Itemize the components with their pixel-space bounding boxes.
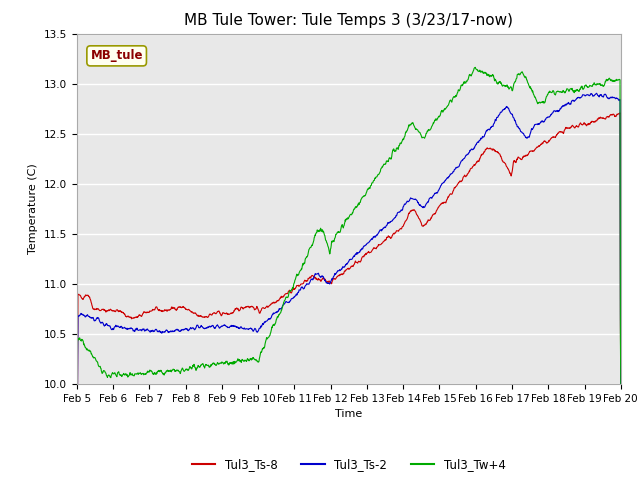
Tul3_Ts-2 bbox=[255, 327, 262, 333]
Text: MB_tule: MB_tule bbox=[90, 49, 143, 62]
Tul3_Ts-8 bbox=[616, 110, 624, 116]
Line: Tul3_Ts-2: Tul3_Ts-2 bbox=[77, 93, 621, 384]
Tul3_Tw+4 bbox=[472, 64, 479, 70]
Tul3_Ts-8 bbox=[504, 166, 512, 172]
Tul3_Ts-2 bbox=[593, 90, 600, 96]
Tul3_Tw+4 bbox=[194, 363, 202, 369]
Tul3_Tw+4 bbox=[433, 117, 441, 123]
Tul3_Ts-2 bbox=[73, 381, 81, 387]
Tul3_Ts-8 bbox=[73, 381, 81, 387]
Tul3_Ts-2 bbox=[194, 322, 202, 328]
Tul3_Ts-8 bbox=[617, 381, 625, 387]
X-axis label: Time: Time bbox=[335, 409, 362, 419]
Tul3_Ts-8 bbox=[433, 207, 441, 213]
Tul3_Ts-2 bbox=[433, 191, 441, 196]
Line: Tul3_Tw+4: Tul3_Tw+4 bbox=[77, 67, 621, 384]
Tul3_Ts-8 bbox=[194, 313, 202, 319]
Tul3_Ts-8 bbox=[255, 307, 262, 313]
Tul3_Ts-2 bbox=[552, 108, 560, 114]
Tul3_Tw+4 bbox=[553, 89, 561, 95]
Tul3_Ts-2 bbox=[617, 381, 625, 387]
Tul3_Tw+4 bbox=[255, 359, 262, 365]
Tul3_Tw+4 bbox=[73, 381, 81, 387]
Tul3_Ts-2 bbox=[180, 326, 188, 332]
Y-axis label: Temperature (C): Temperature (C) bbox=[28, 163, 38, 254]
Tul3_Tw+4 bbox=[617, 381, 625, 387]
Title: MB Tule Tower: Tule Temps 3 (3/23/17-now): MB Tule Tower: Tule Temps 3 (3/23/17-now… bbox=[184, 13, 513, 28]
Tul3_Tw+4 bbox=[505, 84, 513, 90]
Tul3_Ts-2 bbox=[504, 105, 512, 111]
Tul3_Tw+4 bbox=[180, 368, 188, 374]
Line: Tul3_Ts-8: Tul3_Ts-8 bbox=[77, 113, 621, 384]
Tul3_Ts-8 bbox=[552, 133, 560, 139]
Legend: Tul3_Ts-8, Tul3_Ts-2, Tul3_Tw+4: Tul3_Ts-8, Tul3_Ts-2, Tul3_Tw+4 bbox=[187, 454, 511, 476]
Tul3_Ts-8 bbox=[180, 305, 188, 311]
